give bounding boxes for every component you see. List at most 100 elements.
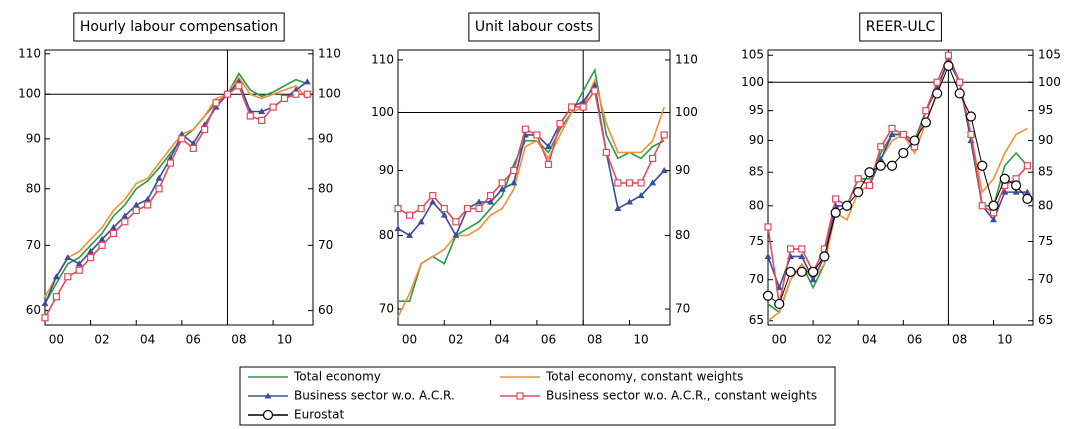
marker bbox=[649, 154, 657, 163]
marker bbox=[785, 266, 796, 277]
marker bbox=[258, 108, 266, 115]
marker bbox=[87, 254, 95, 262]
x-tick-label: 08 bbox=[952, 333, 967, 347]
y-tick-label: 100 bbox=[318, 87, 341, 101]
chart-title: REER-ULC bbox=[866, 19, 936, 35]
legend-item: Total economy, constant weights bbox=[500, 370, 743, 384]
marker bbox=[178, 135, 186, 143]
marker bbox=[956, 78, 964, 86]
y-tick-label: 65 bbox=[749, 313, 764, 327]
y-tick-label: 90 bbox=[318, 131, 333, 145]
x-tick-label: 10 bbox=[277, 333, 292, 347]
marker bbox=[965, 111, 977, 122]
marker bbox=[417, 218, 425, 225]
x-tick-label: 10 bbox=[633, 333, 648, 347]
x-tick-label: 02 bbox=[817, 333, 832, 347]
marker bbox=[1010, 180, 1022, 191]
marker bbox=[649, 179, 657, 186]
y-tick-label: 100 bbox=[1038, 75, 1061, 89]
marker bbox=[52, 273, 60, 280]
plot-frame bbox=[44, 49, 314, 326]
line bbox=[397, 83, 665, 238]
x-tick-label: 00 bbox=[49, 333, 64, 347]
x-tick-label: 10 bbox=[997, 333, 1012, 347]
y-tick-label: 85 bbox=[1038, 165, 1053, 179]
marker bbox=[798, 245, 806, 253]
marker bbox=[1012, 188, 1020, 195]
y-tick-label: 70 bbox=[675, 302, 690, 316]
marker bbox=[475, 204, 483, 213]
marker bbox=[898, 147, 909, 159]
marker bbox=[64, 254, 72, 261]
y-tick-label: 110 bbox=[18, 46, 41, 60]
marker bbox=[875, 160, 886, 171]
marker bbox=[516, 392, 524, 400]
marker bbox=[1023, 162, 1031, 170]
marker bbox=[121, 212, 129, 219]
y-tick-label: 75 bbox=[1038, 234, 1053, 248]
x-tick-label: 04 bbox=[495, 333, 510, 347]
marker bbox=[98, 241, 106, 249]
marker bbox=[440, 211, 448, 218]
y-tick-label: 100 bbox=[18, 87, 41, 101]
line bbox=[398, 67, 665, 303]
y-tick-label: 60 bbox=[318, 303, 333, 317]
series bbox=[44, 72, 308, 305]
marker bbox=[864, 167, 875, 178]
y-tick-label: 70 bbox=[26, 238, 41, 252]
marker bbox=[556, 119, 564, 128]
marker bbox=[405, 211, 414, 219]
marker bbox=[87, 247, 95, 254]
series bbox=[394, 82, 668, 238]
marker bbox=[258, 116, 266, 125]
marker bbox=[394, 225, 402, 232]
series bbox=[44, 76, 308, 298]
x-tick-label: 08 bbox=[231, 333, 246, 347]
marker bbox=[394, 204, 402, 213]
marker bbox=[155, 185, 163, 193]
marker bbox=[798, 252, 806, 259]
marker bbox=[440, 204, 448, 213]
marker bbox=[886, 160, 898, 171]
y-tick-label: 70 bbox=[318, 238, 333, 252]
marker bbox=[452, 218, 460, 226]
y-tick-label: 110 bbox=[318, 46, 341, 60]
y-tick-label: 60 bbox=[26, 303, 41, 317]
y-tick-label: 95 bbox=[749, 103, 764, 117]
legend-label: Total economy, constant weights bbox=[545, 370, 743, 384]
marker bbox=[201, 125, 209, 134]
marker bbox=[877, 155, 885, 162]
marker bbox=[429, 191, 437, 200]
x-tick-label: 06 bbox=[541, 333, 556, 347]
x-tick-label: 06 bbox=[186, 333, 201, 347]
x-tick-label: 00 bbox=[772, 333, 787, 347]
legend-label: Business sector w.o. A.C.R. bbox=[294, 389, 455, 403]
marker bbox=[189, 144, 197, 152]
y-tick-label: 80 bbox=[379, 228, 394, 242]
x-tick-label: 08 bbox=[587, 333, 602, 347]
marker bbox=[429, 198, 437, 205]
y-tick-label: 85 bbox=[749, 165, 764, 179]
y-tick-label: 100 bbox=[675, 105, 698, 119]
marker bbox=[109, 224, 117, 231]
x-tick-label: 02 bbox=[94, 333, 109, 347]
marker bbox=[280, 94, 289, 103]
line bbox=[44, 80, 308, 304]
marker bbox=[614, 205, 622, 212]
y-tick-label: 90 bbox=[379, 163, 394, 177]
marker bbox=[144, 201, 152, 209]
marker bbox=[1022, 193, 1033, 205]
line bbox=[44, 84, 308, 319]
legend-item: Business sector w.o. A.C.R., constant we… bbox=[500, 389, 817, 403]
title-box bbox=[468, 12, 600, 42]
marker bbox=[178, 130, 186, 137]
marker bbox=[579, 103, 587, 111]
line bbox=[44, 72, 308, 305]
marker bbox=[764, 223, 772, 231]
marker bbox=[544, 143, 552, 150]
y-tick-label: 80 bbox=[675, 228, 690, 242]
y-tick-label: 105 bbox=[741, 48, 764, 62]
marker bbox=[764, 252, 772, 259]
